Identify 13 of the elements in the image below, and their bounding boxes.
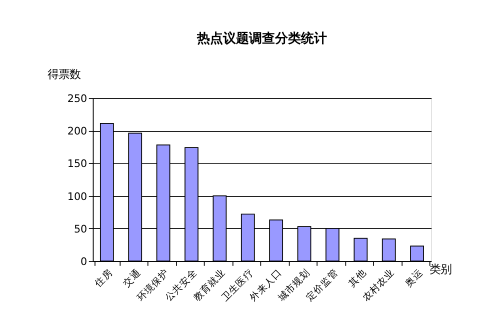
y-tick-label: 0 bbox=[80, 256, 88, 268]
chart-title: 热点议题调查分类统计 bbox=[196, 30, 327, 46]
y-tick-label: 200 bbox=[67, 126, 88, 138]
y-tick-label: 150 bbox=[67, 158, 88, 170]
x-tick-label: 住房 bbox=[92, 266, 115, 290]
y-tick-label: 50 bbox=[74, 223, 88, 236]
x-tick-label: 奥运 bbox=[402, 266, 426, 290]
y-tick-label: 100 bbox=[67, 190, 88, 203]
x-tick-label: 交通 bbox=[120, 266, 144, 290]
x-axis-title: 类别 bbox=[429, 263, 452, 276]
y-axis-title: 得票数 bbox=[48, 68, 81, 82]
x-tick-label: 其他 bbox=[346, 266, 369, 290]
y-tick-label: 250 bbox=[67, 92, 88, 105]
